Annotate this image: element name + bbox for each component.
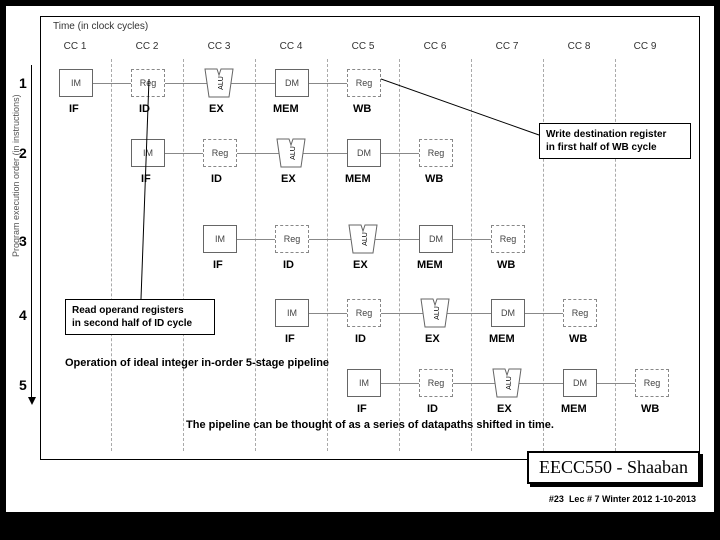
pipe-label: EX bbox=[209, 103, 224, 115]
pipe-label: WB bbox=[497, 259, 515, 271]
instr-number: 1 bbox=[19, 75, 27, 91]
stage-alu: ALU bbox=[345, 221, 381, 257]
cc-label: CC 7 bbox=[487, 41, 527, 52]
stage-reg: Reg bbox=[491, 225, 525, 253]
svg-text:ALU: ALU bbox=[218, 76, 225, 90]
stage-alu: ALU bbox=[417, 295, 453, 331]
stage-alu: ALU bbox=[201, 65, 237, 101]
instr-number: 5 bbox=[19, 377, 27, 393]
pipe-label: IF bbox=[69, 103, 79, 115]
pipeline-row: IM Reg ALU DM Reg IF ID EX MEM WB bbox=[41, 219, 699, 279]
cc-label: CC 8 bbox=[559, 41, 599, 52]
stage-im: IM bbox=[347, 369, 381, 397]
pipeline-row: IM Reg ALU DM Reg IF ID EX MEM WB bbox=[41, 363, 699, 423]
stage-im: IM bbox=[131, 139, 165, 167]
pipe-label: ID bbox=[211, 173, 222, 185]
svg-text:ALU: ALU bbox=[362, 232, 369, 246]
stage-alu: ALU bbox=[273, 135, 309, 171]
y-axis-arrow-icon bbox=[28, 397, 36, 405]
cc-label: CC 1 bbox=[55, 41, 95, 52]
cc-label: CC 9 bbox=[625, 41, 665, 52]
pipe-label: ID bbox=[283, 259, 294, 271]
pipe-label: MEM bbox=[489, 333, 515, 345]
operation-caption: Operation of ideal integer in-order 5-st… bbox=[65, 357, 329, 369]
stage-reg: Reg bbox=[563, 299, 597, 327]
stage-im: IM bbox=[275, 299, 309, 327]
pipe-label: EX bbox=[281, 173, 296, 185]
pipe-label: WB bbox=[569, 333, 587, 345]
y-axis-line bbox=[31, 65, 32, 399]
pipe-label: IF bbox=[285, 333, 295, 345]
instr-number: 4 bbox=[19, 307, 27, 323]
pipe-label: IF bbox=[213, 259, 223, 271]
stage-alu: ALU bbox=[489, 365, 525, 401]
pipe-label: MEM bbox=[417, 259, 443, 271]
stage-dm: DM bbox=[419, 225, 453, 253]
pipe-label: WB bbox=[425, 173, 443, 185]
stage-reg: Reg bbox=[419, 139, 453, 167]
course-badge: EECC550 - Shaaban bbox=[527, 451, 700, 484]
time-axis-label: Time (in clock cycles) bbox=[53, 21, 148, 32]
pipe-label: EX bbox=[353, 259, 368, 271]
cycle-headers: CC 1 CC 2 CC 3 CC 4 CC 5 CC 6 CC 7 CC 8 … bbox=[41, 41, 699, 57]
stage-dm: DM bbox=[275, 69, 309, 97]
pipeline-row: IM Reg ALU DM Reg IF ID EX MEM WB bbox=[41, 63, 699, 123]
pipe-label: EX bbox=[497, 403, 512, 415]
stage-reg: Reg bbox=[419, 369, 453, 397]
stage-dm: DM bbox=[347, 139, 381, 167]
stage-reg: Reg bbox=[203, 139, 237, 167]
pipe-label: WB bbox=[353, 103, 371, 115]
stage-im: IM bbox=[203, 225, 237, 253]
cc-label: CC 4 bbox=[271, 41, 311, 52]
diagram-area: Time (in clock cycles) CC 1 CC 2 CC 3 CC… bbox=[40, 16, 700, 460]
callout-wb: Write destination register in first half… bbox=[539, 123, 691, 159]
pipe-label: MEM bbox=[345, 173, 371, 185]
stage-reg: Reg bbox=[635, 369, 669, 397]
cc-label: CC 3 bbox=[199, 41, 239, 52]
pipe-label: MEM bbox=[561, 403, 587, 415]
pipe-label: MEM bbox=[273, 103, 299, 115]
stage-reg: Reg bbox=[131, 69, 165, 97]
stage-reg: Reg bbox=[275, 225, 309, 253]
callout-id: Read operand registers in second half of… bbox=[65, 299, 215, 335]
bottom-caption: The pipeline can be thought of as a seri… bbox=[41, 419, 699, 431]
pipe-label: IF bbox=[357, 403, 367, 415]
stage-im: IM bbox=[59, 69, 93, 97]
pipe-label: WB bbox=[641, 403, 659, 415]
cc-label: CC 5 bbox=[343, 41, 383, 52]
pipe-label: IF bbox=[141, 173, 151, 185]
pipe-label: ID bbox=[139, 103, 150, 115]
stage-reg: Reg bbox=[347, 69, 381, 97]
pipe-label: ID bbox=[355, 333, 366, 345]
cc-label: CC 2 bbox=[127, 41, 167, 52]
stage-reg: Reg bbox=[347, 299, 381, 327]
instr-number: 3 bbox=[19, 233, 27, 249]
stage-dm: DM bbox=[491, 299, 525, 327]
instr-number: 2 bbox=[19, 145, 27, 161]
pipe-label: ID bbox=[427, 403, 438, 415]
pipe-label: EX bbox=[425, 333, 440, 345]
svg-text:ALU: ALU bbox=[290, 146, 297, 160]
svg-text:ALU: ALU bbox=[434, 306, 441, 320]
cc-label: CC 6 bbox=[415, 41, 455, 52]
svg-text:ALU: ALU bbox=[506, 376, 513, 390]
stage-dm: DM bbox=[563, 369, 597, 397]
slide-footer: #23 Lec # 7 Winter 2012 1-10-2013 bbox=[549, 494, 696, 504]
